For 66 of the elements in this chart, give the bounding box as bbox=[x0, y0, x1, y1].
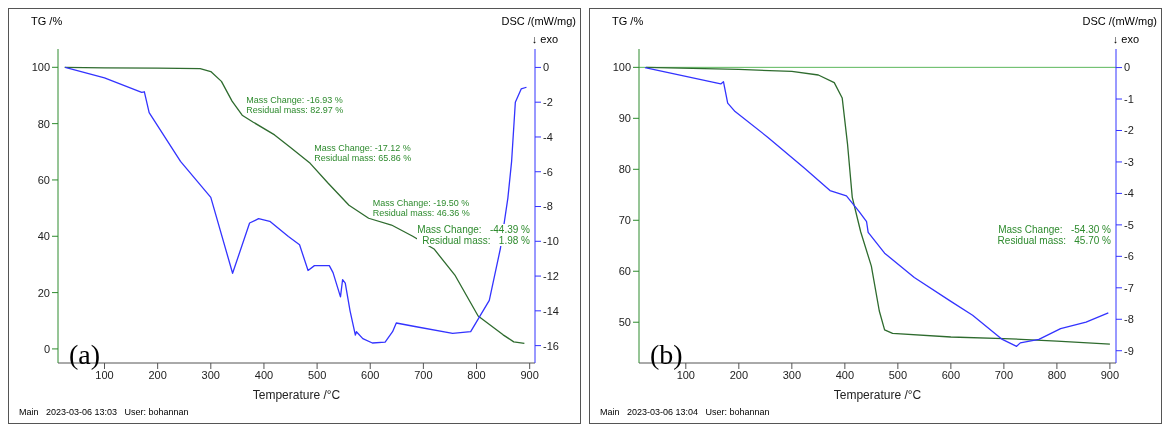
text: (a) bbox=[69, 339, 101, 371]
y-tick-label: 40 bbox=[37, 230, 50, 243]
text: ↓ exo bbox=[531, 33, 558, 45]
y-tick-label: 60 bbox=[37, 173, 50, 186]
y-tick-label: 0 bbox=[43, 342, 50, 355]
y-tick-label: 100 bbox=[31, 61, 50, 74]
y2-tick-label: -8 bbox=[543, 200, 553, 213]
x-tick-label: 900 bbox=[1100, 368, 1120, 381]
x-tick-label: 500 bbox=[307, 368, 327, 381]
x-tick-label: 500 bbox=[888, 368, 908, 381]
x-tick-label: 100 bbox=[95, 368, 114, 381]
y2-tick-label: -1 bbox=[1124, 92, 1134, 105]
y2-tick-label: -6 bbox=[1124, 250, 1134, 263]
x-tick-label: 300 bbox=[782, 368, 802, 381]
y2-tick-label: -4 bbox=[543, 130, 553, 143]
y2-tick-label: -14 bbox=[543, 304, 559, 317]
annotation: Mass Change: -19.50 % Residual mass: 46.36 % bbox=[372, 198, 470, 219]
y2-axis-title: DSC /(mW/mg) bbox=[501, 15, 576, 27]
x-tick-label: 600 bbox=[361, 368, 380, 381]
x-tick-label: 400 bbox=[835, 368, 855, 381]
x-tick-label: 800 bbox=[467, 368, 486, 381]
y2-tick-label: -6 bbox=[543, 165, 553, 178]
y2-tick-label: 0 bbox=[1124, 61, 1131, 74]
y2-tick-label: -10 bbox=[543, 235, 559, 248]
y2-axis-title: DSC /(mW/mg) bbox=[1082, 15, 1157, 27]
x-tick-label: 700 bbox=[994, 368, 1014, 381]
x-axis-title: Temperature /°C bbox=[252, 388, 341, 402]
x-tick-label: 900 bbox=[520, 368, 539, 381]
x-tick-label: 300 bbox=[201, 368, 220, 381]
y2-tick-label: -5 bbox=[1124, 218, 1134, 231]
x-tick-label: 400 bbox=[254, 368, 274, 381]
annotation: Mass Change: -17.12 % Residual mass: 65.86 % bbox=[314, 143, 412, 164]
y2-tick-label: -2 bbox=[543, 96, 553, 109]
y-tick-label: 80 bbox=[37, 117, 50, 130]
y2-tick-label: -7 bbox=[1124, 281, 1134, 294]
y-tick-label: 70 bbox=[618, 214, 631, 227]
x-tick-label: 800 bbox=[1047, 368, 1067, 381]
y2-tick-label: -3 bbox=[1124, 155, 1134, 168]
y2-tick-label: -12 bbox=[543, 269, 559, 282]
y2-tick-label: -9 bbox=[1124, 344, 1134, 357]
x-tick-label: 200 bbox=[148, 368, 167, 381]
x-tick-label: 200 bbox=[729, 368, 748, 381]
x-tick-label: 700 bbox=[414, 368, 433, 381]
text: Main 2023-03-06 13:03 User: bohannan bbox=[19, 407, 189, 417]
y-axis-title: TG /% bbox=[31, 15, 63, 27]
x-tick-label: 600 bbox=[941, 368, 961, 381]
y-tick-label: 90 bbox=[618, 112, 631, 125]
annotation: Mass Change: -54.30 % Residual mass: 45.70 % bbox=[997, 224, 1111, 247]
x-tick-label: 100 bbox=[676, 368, 695, 381]
y2-tick-label: -2 bbox=[1124, 124, 1134, 137]
y-tick-label: 20 bbox=[37, 286, 50, 299]
y2-tick-label: -8 bbox=[1124, 313, 1134, 326]
x-axis-title: Temperature /°C bbox=[833, 388, 922, 402]
y-tick-label: 60 bbox=[618, 265, 631, 278]
y-axis-title: TG /% bbox=[612, 15, 644, 27]
text: ↓ exo bbox=[1112, 33, 1139, 45]
y-tick-label: 100 bbox=[612, 61, 631, 74]
y2-tick-label: 0 bbox=[543, 61, 550, 74]
y2-tick-label: -4 bbox=[1124, 187, 1134, 200]
y-tick-label: 80 bbox=[618, 163, 631, 176]
text: Main 2023-03-06 13:04 User: bohannan bbox=[600, 407, 770, 417]
text: (b) bbox=[650, 339, 683, 371]
annotation: Mass Change: -44.39 % Residual mass: 1.98 % bbox=[417, 224, 530, 247]
y2-tick-label: -16 bbox=[543, 339, 559, 352]
y-tick-label: 50 bbox=[618, 316, 631, 329]
annotation: Mass Change: -16.93 % Residual mass: 82.97 % bbox=[246, 95, 344, 116]
